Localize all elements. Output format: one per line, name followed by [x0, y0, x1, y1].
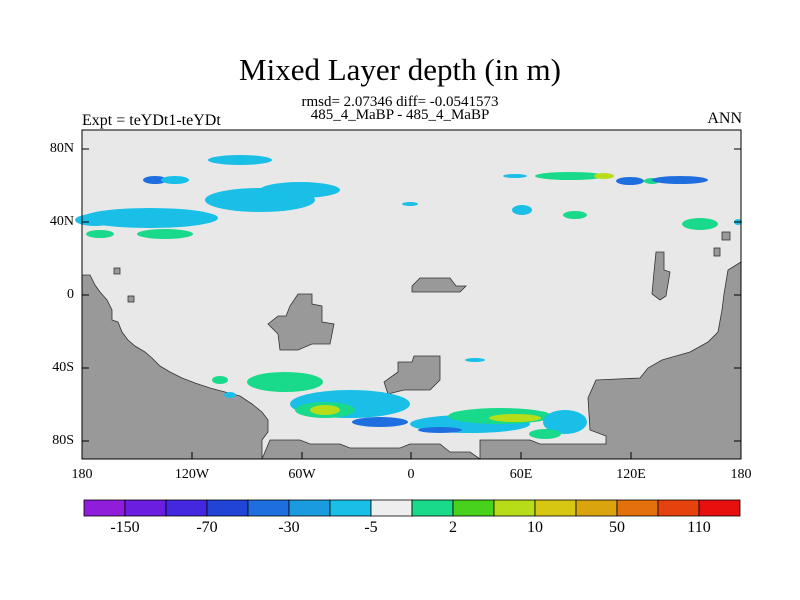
land-ridge: [411, 277, 467, 293]
land-central-blob: [267, 293, 335, 351]
colorbar-label: -30: [278, 519, 300, 536]
x-tick-label: 180: [730, 467, 752, 482]
anomaly-cyan-band: [82, 208, 218, 228]
anomaly-cyan-band: [208, 155, 272, 165]
land-fragment: [713, 247, 721, 257]
colorbar-swatch: [329, 499, 372, 517]
anomaly-cyan: [402, 202, 418, 206]
stats-line: rmsd= 2.07346 diff= -0.0541573: [301, 94, 499, 110]
map-panel: [75, 129, 742, 460]
x-tick-label: 0: [407, 467, 415, 482]
colorbar-swatch: [370, 499, 413, 517]
colorbar-label: 2: [449, 519, 457, 536]
colorbar-swatch: [165, 499, 208, 517]
anomaly-cyan-band: [260, 182, 340, 198]
map-subtitle: 485_4_MaBP - 485_4_MaBP: [310, 107, 490, 123]
anomaly-yellow: [310, 405, 340, 415]
anomaly-cyan: [512, 205, 532, 215]
land-fragment: [721, 231, 731, 241]
anomaly-cyan: [465, 358, 485, 362]
anomaly-blue: [352, 417, 408, 427]
season-label: ANN: [707, 110, 742, 127]
anomaly-cyan: [224, 392, 236, 398]
colorbar-label: 10: [527, 519, 543, 536]
colorbar-swatch: [616, 499, 659, 517]
x-tick-label: 60W: [288, 467, 316, 482]
anomaly-green: [247, 372, 323, 392]
anomaly-green: [137, 229, 193, 239]
anomaly-cyan: [543, 410, 587, 434]
colorbar-label: 110: [687, 519, 711, 536]
colorbar-swatch: [411, 499, 454, 517]
colorbar-label: -70: [196, 519, 218, 536]
y-tick-label: 40S: [52, 360, 74, 375]
anomaly-cyan: [161, 176, 189, 184]
anomaly-blue: [616, 177, 644, 185]
y-tick-label: 80N: [49, 141, 74, 156]
anomaly-blue: [143, 176, 167, 184]
colorbar-swatch: [83, 499, 126, 517]
x-tick-label: 180: [71, 467, 93, 482]
x-tick-label: 120E: [616, 467, 646, 482]
experiment-label: Expt = teYDt1-teYDt: [82, 112, 221, 129]
anomaly-green: [212, 376, 228, 384]
colorbar-swatch: [534, 499, 577, 517]
anomaly-blue: [652, 176, 708, 184]
y-tick-label: 80S: [52, 433, 74, 448]
land-south-america: [81, 274, 269, 460]
land-eastern-island: [651, 251, 671, 301]
anomaly-green: [535, 172, 605, 180]
colorbar-swatch: [452, 499, 495, 517]
colorbar-label: -5: [364, 519, 378, 536]
land-fragment: [127, 295, 135, 303]
land-fragment: [113, 267, 121, 275]
y-tick-label: 40N: [49, 214, 74, 229]
anomaly-blue: [418, 427, 462, 433]
land-antarctic-east: [479, 261, 742, 460]
x-tick-label: 60E: [509, 467, 533, 482]
x-axis-ticks: [81, 452, 742, 459]
colorbar-swatch: [206, 499, 249, 517]
map-title: Mixed Layer depth (in m): [239, 52, 561, 87]
anomaly-green: [529, 429, 561, 439]
colorbar-label: -150: [110, 519, 140, 536]
colorbar-label: 50: [609, 519, 625, 536]
y-tick-label: 0: [67, 287, 74, 302]
anomaly-cyan: [503, 174, 527, 178]
anomaly-green: [86, 230, 114, 238]
anomaly-cyan: [75, 214, 115, 226]
anomaly-green: [682, 218, 718, 230]
anomaly-yellow: [489, 414, 541, 422]
colorbar-swatch: [247, 499, 290, 517]
colorbar-swatch: [575, 499, 618, 517]
anomaly-green: [563, 211, 587, 219]
colorbar-swatch: [493, 499, 536, 517]
colorbar-swatch: [288, 499, 331, 517]
y-axis-ticks: [82, 148, 741, 442]
x-tick-label: 120W: [174, 467, 210, 482]
colorbar-swatch: [698, 499, 741, 517]
colorbar: [83, 499, 741, 517]
colorbar-swatch: [124, 499, 167, 517]
anomaly-yellow: [594, 173, 614, 179]
land-southern-island: [383, 355, 441, 395]
colorbar-swatch: [657, 499, 700, 517]
